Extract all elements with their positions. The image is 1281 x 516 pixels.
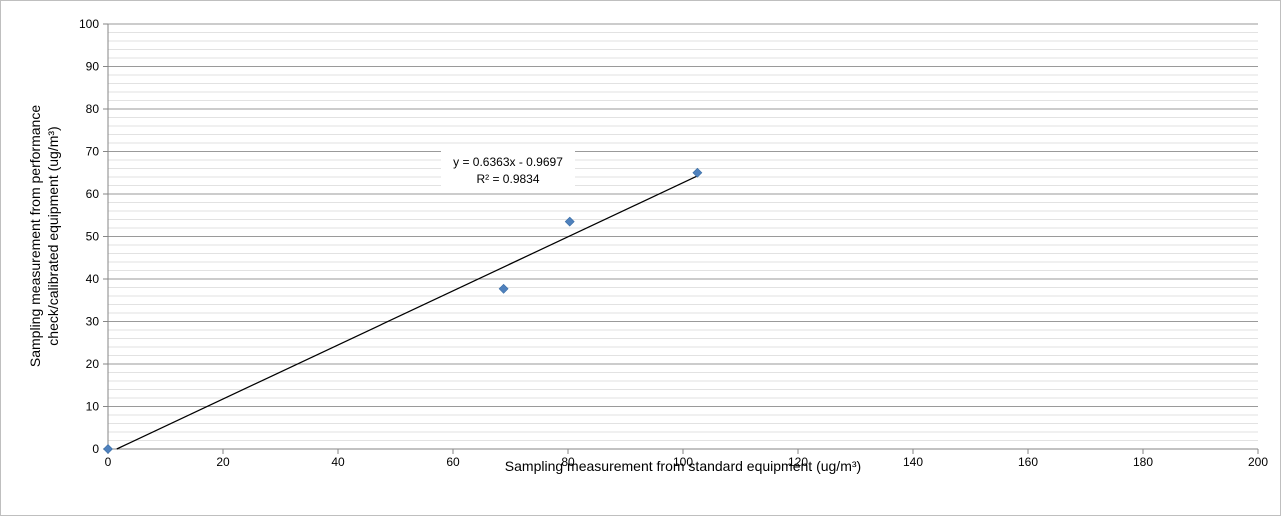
major-gridlines [108, 23, 1258, 407]
y-tick-label: 90 [86, 60, 100, 74]
x-tick-label: 40 [331, 455, 345, 469]
y-axis-title: Sampling measurement from performance ch… [27, 105, 61, 367]
x-tick-label: 20 [216, 455, 230, 469]
data-point [692, 167, 703, 178]
y-tick-label: 60 [86, 187, 100, 201]
trendline-r-squared: R² = 0.9834 [476, 172, 539, 186]
data-point [564, 216, 575, 227]
y-tick-label: 50 [86, 230, 100, 244]
y-tick-labels: 0 10 20 30 40 50 60 70 80 90 100 [79, 17, 99, 456]
axes [103, 23, 1259, 454]
y-axis-title-line-2: check/calibrated equipment (ug/m³) [45, 126, 61, 345]
y-tick-label: 80 [86, 102, 100, 116]
x-tick-label: 180 [1133, 455, 1153, 469]
x-tick-label: 80 [561, 455, 575, 469]
x-tick-label: 120 [788, 455, 808, 469]
minor-gridlines [108, 32, 1258, 441]
y-tick-label: 40 [86, 272, 100, 286]
x-tick-label: 60 [446, 455, 460, 469]
trendline-equation: y = 0.6363x - 0.9697 [453, 155, 563, 169]
y-tick-label: 100 [79, 17, 99, 31]
y-tick-label: 30 [86, 315, 100, 329]
trendline [116, 175, 698, 450]
y-tick-label: 70 [86, 145, 100, 159]
x-tick-label: 100 [673, 455, 693, 469]
y-tick-label: 10 [86, 400, 100, 414]
y-tick-label: 20 [86, 357, 100, 371]
data-point [498, 283, 509, 294]
x-tick-label: 140 [903, 455, 923, 469]
x-tick-labels: 0 20 40 60 80 100 120 140 160 180 200 [105, 455, 1269, 469]
data-point [103, 444, 113, 454]
x-tick-label: 160 [1018, 455, 1038, 469]
trendline-line [116, 175, 698, 450]
y-tick-label: 0 [92, 442, 99, 456]
y-axis-title-line-1: Sampling measurement from performance [27, 105, 43, 367]
x-tick-label: 200 [1248, 455, 1268, 469]
trendline-label: y = 0.6363x - 0.9697 R² = 0.9834 [441, 151, 575, 190]
data-points [103, 167, 703, 454]
x-axis-title: Sampling measurement from standard equip… [505, 458, 861, 474]
x-tick-label: 0 [105, 455, 112, 469]
